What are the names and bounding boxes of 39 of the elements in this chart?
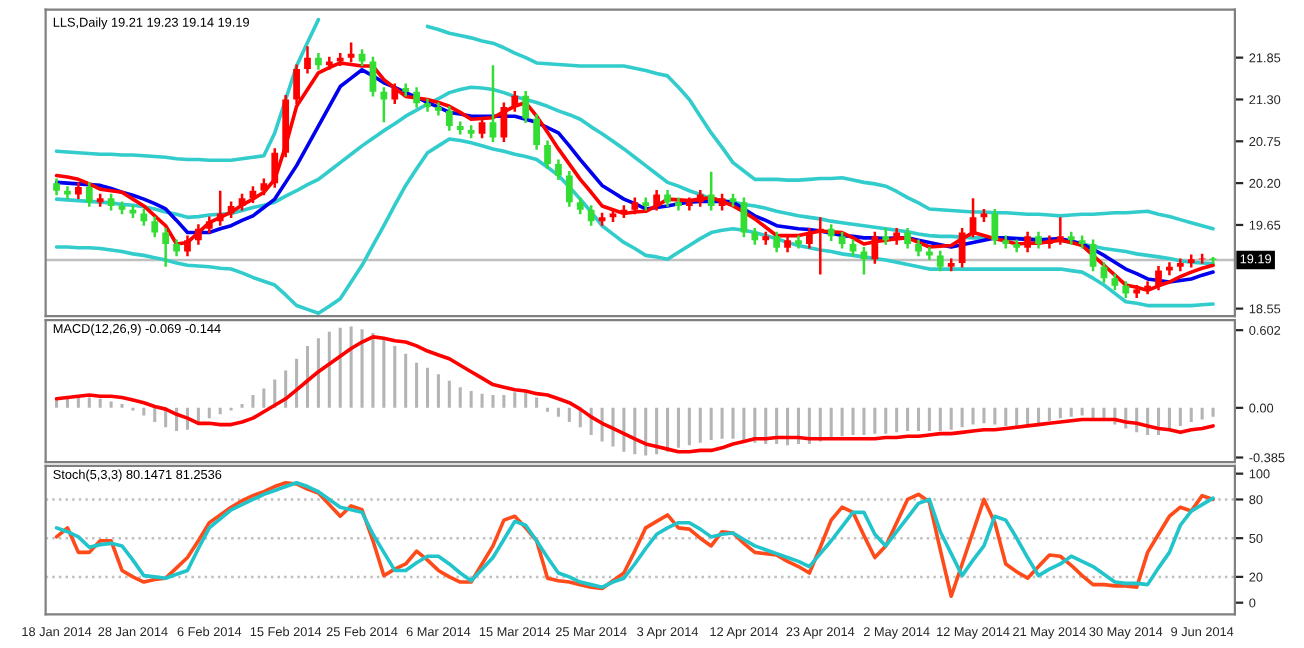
candlestick	[544, 139, 551, 170]
candlestick	[413, 86, 420, 110]
candlestick	[85, 181, 93, 208]
candlestick	[162, 226, 170, 269]
candlestick	[511, 89, 519, 113]
candlestick	[151, 215, 159, 239]
candlestick	[391, 82, 399, 106]
candlestick	[805, 226, 813, 250]
candlestick	[304, 44, 311, 75]
candlestick	[707, 170, 715, 212]
line-series	[54, 85, 1215, 266]
candlestick	[565, 169, 573, 208]
candlestick	[969, 197, 977, 239]
candlestick	[958, 226, 966, 269]
candlestick	[369, 55, 377, 98]
candlestick	[380, 86, 388, 124]
candlestick	[587, 203, 595, 227]
candlestick	[936, 249, 944, 273]
candlestick	[816, 216, 824, 276]
line-series	[54, 335, 1215, 454]
candlestick	[1056, 216, 1064, 246]
candlestick	[216, 189, 224, 227]
candlestick	[555, 158, 562, 182]
candlestick	[445, 105, 453, 132]
candlestick	[871, 230, 879, 265]
candlestick	[1089, 238, 1097, 273]
candlestick	[195, 222, 202, 246]
candlestick	[533, 112, 540, 151]
candlestick	[991, 207, 999, 246]
line-series	[54, 137, 1215, 315]
candlestick	[904, 226, 911, 250]
candlestick	[184, 234, 191, 258]
candlestick	[478, 116, 486, 140]
candlestick	[522, 89, 530, 125]
candlestick	[740, 196, 748, 239]
candlestick	[653, 188, 661, 212]
candlestick	[773, 230, 781, 254]
candlestick	[271, 146, 279, 189]
candlestick	[1024, 230, 1031, 254]
